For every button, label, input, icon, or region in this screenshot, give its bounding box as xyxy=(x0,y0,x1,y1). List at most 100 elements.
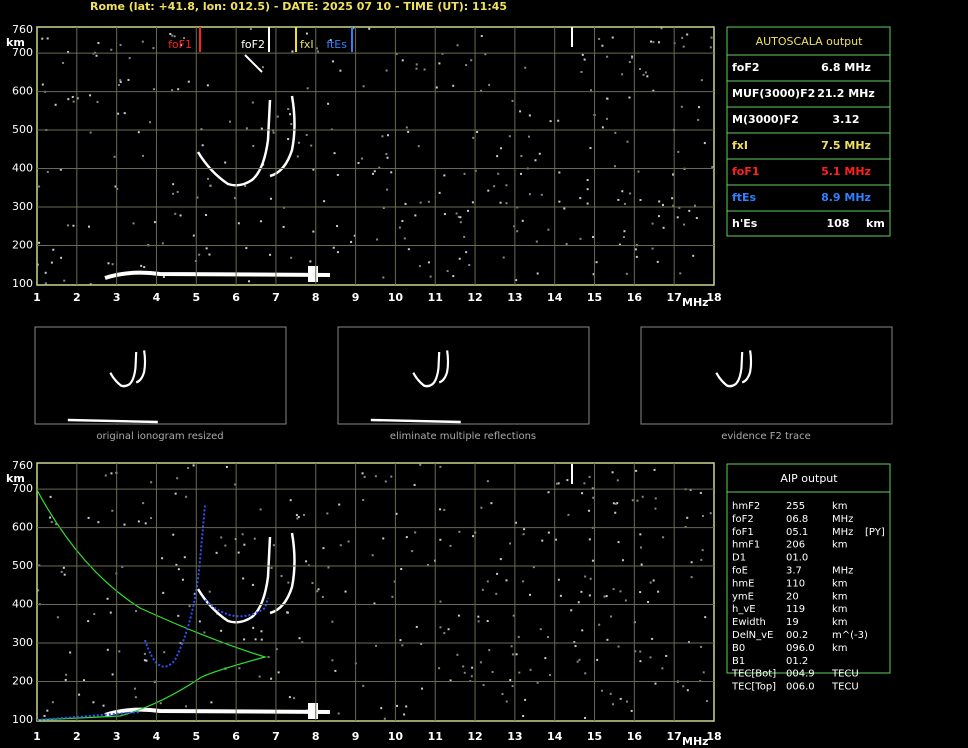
noise-dot xyxy=(72,224,75,227)
noise-dot xyxy=(350,240,353,243)
noise-dot xyxy=(505,700,508,703)
aip-cell: TEC[Top] xyxy=(731,682,776,693)
noise-dot xyxy=(322,547,325,550)
noise-dot xyxy=(574,645,577,648)
thumbnail-trace xyxy=(67,350,158,424)
noise-dot xyxy=(600,689,603,692)
noise-dot xyxy=(331,60,334,63)
x-tick-label: 3 xyxy=(113,730,121,743)
noise-dot xyxy=(316,590,319,593)
noise-dot xyxy=(457,215,460,218)
noise-dot xyxy=(505,184,508,187)
noise-dot xyxy=(639,591,642,594)
noise-dot xyxy=(532,566,535,569)
noise-dot xyxy=(630,56,633,59)
noise-dot xyxy=(499,558,502,561)
x-tick-label: 16 xyxy=(627,730,643,743)
noise-dot xyxy=(208,590,211,593)
noise-dot xyxy=(642,73,645,76)
noise-dot xyxy=(132,222,135,225)
noise-dot xyxy=(660,27,663,30)
noise-dot xyxy=(566,479,569,482)
x-tick-label: 18 xyxy=(706,291,721,304)
noise-dot xyxy=(386,134,389,137)
noise-dot xyxy=(617,198,620,201)
noise-dot xyxy=(298,637,301,640)
x-tick-label: 5 xyxy=(192,730,200,743)
noise-dot xyxy=(619,697,622,700)
noise-dot xyxy=(476,130,479,133)
noise-dot xyxy=(407,130,410,133)
x-tick-label: 14 xyxy=(547,730,563,743)
noise-dot xyxy=(472,535,475,538)
marker-label: foF1 xyxy=(168,38,192,51)
noise-dot xyxy=(312,168,315,171)
noise-dot xyxy=(522,580,525,583)
noise-dot xyxy=(404,202,407,205)
noise-dot xyxy=(583,482,586,485)
noise-dot xyxy=(697,118,700,121)
noise-dot xyxy=(509,542,512,545)
noise-dot xyxy=(269,197,272,200)
noise-dot xyxy=(245,247,248,250)
noise-dot xyxy=(463,172,466,175)
noise-dot xyxy=(592,496,595,499)
noise-dot xyxy=(196,196,199,199)
es-trace xyxy=(104,270,331,280)
aip-cell: foF2 xyxy=(732,514,754,525)
noise-dot xyxy=(672,204,675,207)
noise-dot xyxy=(586,202,589,205)
noise-dot xyxy=(535,240,538,243)
es-spot xyxy=(308,703,318,719)
noise-dot xyxy=(417,145,420,148)
noise-dot xyxy=(296,155,299,158)
noise-dot xyxy=(671,197,674,200)
thumbnail-trace xyxy=(370,350,461,424)
noise-dot xyxy=(598,37,601,40)
noise-dot xyxy=(508,135,511,138)
noise-dot xyxy=(639,650,642,653)
noise-dot xyxy=(493,185,496,188)
noise-dot xyxy=(339,69,342,72)
noise-dot xyxy=(59,168,62,171)
noise-dot xyxy=(161,557,164,560)
noise-dot xyxy=(96,100,99,103)
noise-dot xyxy=(375,644,378,647)
noise-dot xyxy=(639,199,642,202)
noise-dot xyxy=(181,578,184,581)
noise-dot xyxy=(563,207,566,210)
noise-dot xyxy=(276,115,279,118)
noise-dot xyxy=(683,223,686,226)
noise-dot xyxy=(443,508,446,511)
noise-dot xyxy=(336,173,339,176)
noise-dot xyxy=(137,131,140,134)
y-unit: km xyxy=(6,36,25,49)
noise-dot xyxy=(316,50,319,53)
noise-dot xyxy=(282,206,285,209)
noise-dot xyxy=(153,221,156,224)
noise-dot xyxy=(62,61,65,64)
noise-dot xyxy=(519,172,522,175)
noise-dot xyxy=(97,42,100,45)
aip-cell: Ewidth xyxy=(732,617,766,628)
noise-dot xyxy=(142,154,145,157)
noise-dot xyxy=(344,590,347,593)
noise-dot xyxy=(254,638,257,641)
aip-cell: 05.1 xyxy=(786,527,808,538)
noise-dot xyxy=(631,499,634,502)
noise-dot xyxy=(577,601,580,604)
noise-dot xyxy=(385,69,388,72)
noise-dot xyxy=(272,544,275,547)
noise-dot xyxy=(336,251,339,254)
y-tick-label: 600 xyxy=(12,85,33,98)
noise-dot xyxy=(143,659,146,662)
noise-dot xyxy=(395,512,398,515)
top-plot-frame xyxy=(36,26,715,286)
noise-dot xyxy=(692,254,695,257)
noise-dot xyxy=(362,498,365,501)
noise-dot xyxy=(172,533,175,536)
noise-dot xyxy=(427,261,430,264)
y-tick-label: 760 xyxy=(12,459,33,472)
aip-box xyxy=(726,463,891,674)
noise-dot xyxy=(331,659,334,662)
